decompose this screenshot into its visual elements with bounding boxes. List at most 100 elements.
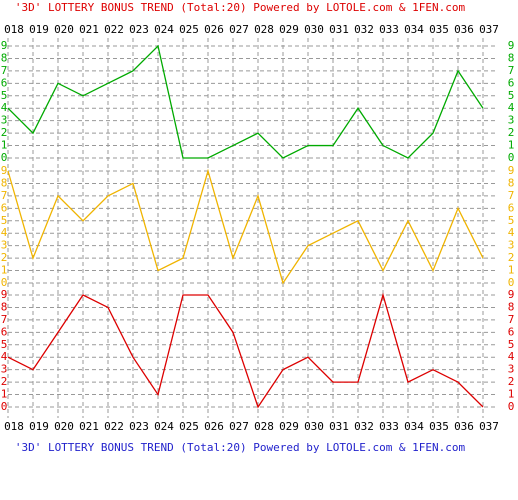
x-tick-label: 019 [29, 23, 49, 36]
x-tick-label: 033 [379, 420, 399, 433]
y-tick-label: 5 [508, 89, 515, 102]
y-tick-label: 7 [508, 64, 515, 77]
y-tick-label: 5 [508, 338, 515, 351]
y-tick-label: 9 [1, 164, 8, 177]
y-tick-label: 2 [1, 375, 8, 388]
y-tick-label: 8 [1, 176, 8, 189]
x-tick-label: 018 [4, 23, 24, 36]
y-tick-label: 5 [1, 89, 8, 102]
x-tick-label: 037 [479, 420, 499, 433]
x-tick-label: 034 [404, 420, 424, 433]
y-tick-label: 9 [508, 164, 515, 177]
x-tick-label: 027 [229, 420, 249, 433]
y-tick-label: 6 [1, 325, 8, 338]
y-tick-label: 4 [508, 101, 515, 114]
y-tick-label: 0 [508, 400, 515, 413]
x-tick-label: 037 [479, 23, 499, 36]
y-tick-label: 3 [508, 363, 515, 376]
y-tick-label: 7 [508, 313, 515, 326]
chart-footer: '3D' LOTTERY BONUS TREND (Total:20) Powe… [15, 441, 466, 454]
y-tick-label: 5 [1, 214, 8, 227]
x-tick-label: 023 [129, 23, 149, 36]
y-tick-label: 7 [1, 189, 8, 202]
y-tick-label: 6 [508, 325, 515, 338]
x-tick-label: 020 [54, 23, 74, 36]
trend-line [7, 44, 484, 159]
y-tick-label: 5 [1, 338, 8, 351]
y-tick-label: 1 [508, 139, 515, 152]
chart-title: '3D' LOTTERY BONUS TREND (Total:20) Powe… [15, 1, 466, 14]
y-tick-label: 7 [508, 189, 515, 202]
y-tick-label: 0 [508, 151, 515, 164]
x-tick-label: 032 [354, 23, 374, 36]
x-tick-label: 028 [254, 420, 274, 433]
y-tick-label: 2 [508, 251, 515, 264]
y-tick-label: 0 [1, 151, 8, 164]
y-tick-label: 8 [508, 176, 515, 189]
y-tick-label: 4 [1, 350, 8, 363]
y-tick-label: 4 [1, 101, 8, 114]
x-tick-label: 031 [329, 420, 349, 433]
y-tick-label: 6 [1, 201, 8, 214]
y-tick-label: 1 [508, 264, 515, 277]
x-tick-label: 025 [179, 23, 199, 36]
x-tick-label: 025 [179, 420, 199, 433]
y-tick-label: 3 [508, 239, 515, 252]
x-tick-label: 022 [104, 420, 124, 433]
y-tick-label: 3 [1, 363, 8, 376]
x-tick-label: 028 [254, 23, 274, 36]
x-tick-label: 021 [79, 23, 99, 36]
x-tick-label: 019 [29, 420, 49, 433]
y-tick-label: 4 [508, 226, 515, 239]
y-tick-label: 3 [1, 239, 8, 252]
x-tick-label: 035 [429, 23, 449, 36]
y-tick-label: 8 [508, 300, 515, 313]
x-tick-label: 035 [429, 420, 449, 433]
y-tick-label: 9 [1, 288, 8, 301]
y-tick-label: 7 [1, 64, 8, 77]
x-tick-label: 027 [229, 23, 249, 36]
y-tick-label: 8 [508, 51, 515, 64]
x-tick-label: 036 [454, 420, 474, 433]
y-tick-label: 0 [1, 276, 8, 289]
y-tick-label: 7 [1, 313, 8, 326]
y-tick-label: 3 [1, 114, 8, 127]
x-tick-label: 030 [304, 23, 324, 36]
x-tick-label: 030 [304, 420, 324, 433]
y-tick-label: 9 [508, 288, 515, 301]
x-tick-label: 023 [129, 420, 149, 433]
x-tick-label: 026 [204, 23, 224, 36]
x-tick-label: 034 [404, 23, 424, 36]
x-tick-label: 020 [54, 420, 74, 433]
y-tick-label: 0 [1, 400, 8, 413]
y-tick-label: 4 [1, 226, 8, 239]
x-tick-label: 024 [154, 23, 174, 36]
trend-line [7, 292, 484, 409]
y-tick-label: 1 [1, 264, 8, 277]
y-tick-label: 8 [1, 51, 8, 64]
y-tick-label: 9 [1, 39, 8, 52]
trend-line [7, 168, 484, 285]
y-tick-label: 1 [1, 388, 8, 401]
x-tick-label: 024 [154, 420, 174, 433]
y-tick-label: 2 [508, 375, 515, 388]
y-tick-label: 3 [508, 114, 515, 127]
x-tick-label: 022 [104, 23, 124, 36]
y-tick-label: 0 [508, 276, 515, 289]
y-tick-label: 6 [508, 76, 515, 89]
y-tick-label: 5 [508, 214, 515, 227]
x-tick-label: 026 [204, 420, 224, 433]
y-tick-label: 2 [508, 126, 515, 139]
y-tick-label: 6 [1, 76, 8, 89]
y-tick-label: 2 [1, 251, 8, 264]
y-tick-label: 9 [508, 39, 515, 52]
x-tick-label: 032 [354, 420, 374, 433]
y-tick-label: 1 [508, 388, 515, 401]
y-tick-label: 1 [1, 139, 8, 152]
y-tick-label: 2 [1, 126, 8, 139]
x-tick-label: 031 [329, 23, 349, 36]
y-tick-label: 4 [508, 350, 515, 363]
x-tick-label: 029 [279, 420, 299, 433]
x-tick-label: 033 [379, 23, 399, 36]
